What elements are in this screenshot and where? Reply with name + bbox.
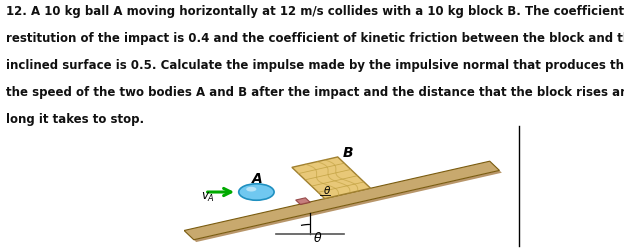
Text: 12. A 10 kg ball A moving horizontally at 12 m/s collides with a 10 kg block B. : 12. A 10 kg ball A moving horizontally a… bbox=[6, 5, 624, 18]
Circle shape bbox=[246, 187, 256, 192]
Polygon shape bbox=[194, 171, 502, 242]
Text: inclined surface is 0.5. Calculate the impulse made by the impulsive normal that: inclined surface is 0.5. Calculate the i… bbox=[6, 59, 624, 72]
Text: A: A bbox=[252, 171, 263, 185]
FancyArrowPatch shape bbox=[208, 189, 231, 196]
Polygon shape bbox=[296, 198, 310, 205]
Text: restitution of the impact is 0.4 and the coefficient of kinetic friction between: restitution of the impact is 0.4 and the… bbox=[6, 32, 624, 45]
Text: B: B bbox=[343, 146, 353, 160]
Circle shape bbox=[239, 184, 274, 200]
Polygon shape bbox=[184, 162, 499, 240]
Polygon shape bbox=[292, 157, 371, 199]
Text: $v_A$: $v_A$ bbox=[202, 190, 215, 203]
Text: long it takes to stop.: long it takes to stop. bbox=[6, 112, 144, 125]
Text: the speed of the two bodies A and B after the impact and the distance that the b: the speed of the two bodies A and B afte… bbox=[6, 85, 624, 99]
Text: $\theta$: $\theta$ bbox=[313, 230, 323, 244]
Text: $\theta$: $\theta$ bbox=[323, 183, 331, 195]
